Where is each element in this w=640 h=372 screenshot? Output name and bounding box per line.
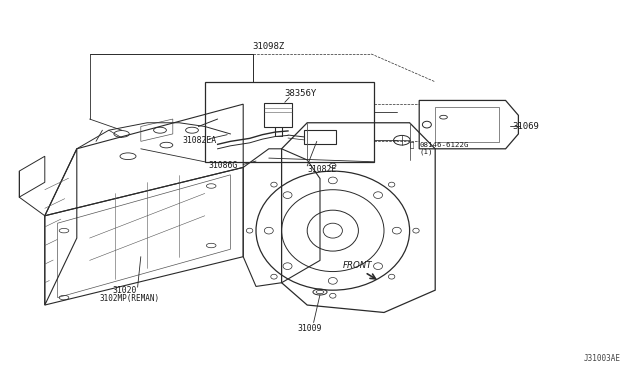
FancyArrowPatch shape (367, 274, 376, 279)
Text: 31020: 31020 (112, 286, 136, 295)
Text: Ⓑ: Ⓑ (410, 142, 414, 148)
Text: 31082EA: 31082EA (182, 136, 216, 145)
Text: 31082E: 31082E (307, 165, 337, 174)
Text: 38356Y: 38356Y (285, 89, 317, 98)
Text: 3102MP(REMAN): 3102MP(REMAN) (99, 294, 159, 303)
Bar (264, 103, 292, 127)
Text: 08146-6122G: 08146-6122G (420, 142, 469, 148)
Text: J31003AE: J31003AE (584, 354, 621, 363)
Text: 31086G: 31086G (208, 161, 237, 170)
Text: FRONT: FRONT (342, 262, 372, 270)
Bar (304, 130, 336, 144)
Text: (1): (1) (420, 148, 433, 155)
Bar (205, 82, 374, 162)
Text: 31069: 31069 (512, 122, 539, 131)
Text: 31009: 31009 (298, 324, 322, 333)
Text: 31098Z: 31098Z (253, 42, 285, 51)
